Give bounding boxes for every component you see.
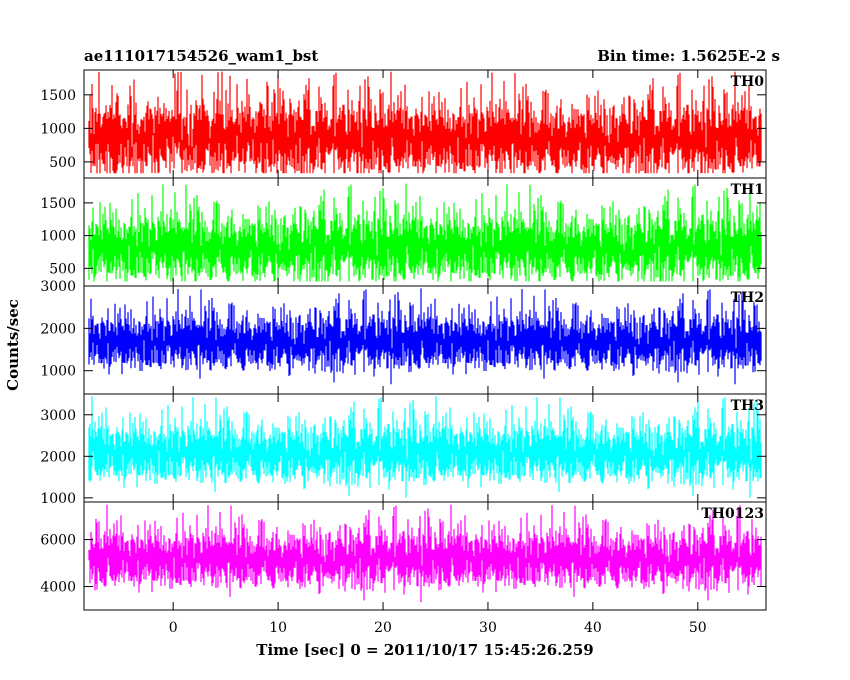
series-th3-trace	[88, 396, 762, 498]
y-tick-label: 1000	[40, 491, 76, 507]
panel-th1: 500 1000 1500 TH1	[40, 177, 767, 287]
x-tick-label: 30	[479, 620, 497, 636]
series-label-th3: TH3	[731, 398, 764, 414]
x-axis-label: Time [sec] 0 = 2011/10/17 15:45:26.259	[256, 641, 593, 659]
y-tick-label: 1500	[40, 88, 76, 104]
y-tick-label: 1000	[40, 121, 76, 137]
series-th0123-trace	[88, 504, 762, 603]
x-tick-label: 0	[169, 620, 178, 636]
chart-title: ae111017154526_wam1_bst	[84, 47, 318, 65]
y-tick-label: 4000	[40, 580, 76, 596]
panel-th0123: 4000 6000 TH0123	[40, 501, 767, 611]
panel-th2: 1000 2000 3000 TH2	[40, 279, 767, 395]
y-axis-label: Counts/sec	[4, 299, 22, 391]
series-th0-trace	[88, 71, 762, 174]
y-tick-label: 6000	[40, 533, 76, 549]
y-tick-label: 1000	[40, 364, 76, 380]
series-label-th1: TH1	[731, 182, 764, 198]
series-label-th0123: TH0123	[701, 506, 764, 522]
x-tick-label: 40	[584, 620, 602, 636]
series-th2-trace	[88, 288, 762, 385]
panel-th0: 500 1000 1500 TH0	[40, 69, 767, 179]
y-tick-label: 3000	[40, 408, 76, 424]
y-tick-label: 500	[49, 155, 76, 171]
y-tick-label: 2000	[40, 321, 76, 337]
x-tick-label: 50	[689, 620, 707, 636]
y-tick-label: 1000	[40, 229, 76, 245]
y-tick-label: 1500	[40, 196, 76, 212]
panel-frame	[83, 501, 767, 611]
y-tick-label: 500	[49, 261, 76, 277]
x-axis: 0 10 20 30 40 50	[169, 620, 707, 636]
y-tick-label: 2000	[40, 449, 76, 465]
x-tick-label: 20	[374, 620, 392, 636]
x-tick-label: 10	[269, 620, 287, 636]
series-th1-trace	[88, 183, 762, 282]
series-label-th2: TH2	[731, 290, 764, 306]
panel-th3: 1000 2000 3000 TH3	[40, 393, 767, 507]
y-tick-label: 3000	[40, 279, 76, 295]
bin-time-label: Bin time: 1.5625E-2 s	[597, 47, 780, 65]
series-label-th0: TH0	[731, 74, 765, 90]
panel-group: 500 1000 1500 TH0 500 1000 1500 TH1 1000 2000 3000…	[40, 69, 767, 611]
